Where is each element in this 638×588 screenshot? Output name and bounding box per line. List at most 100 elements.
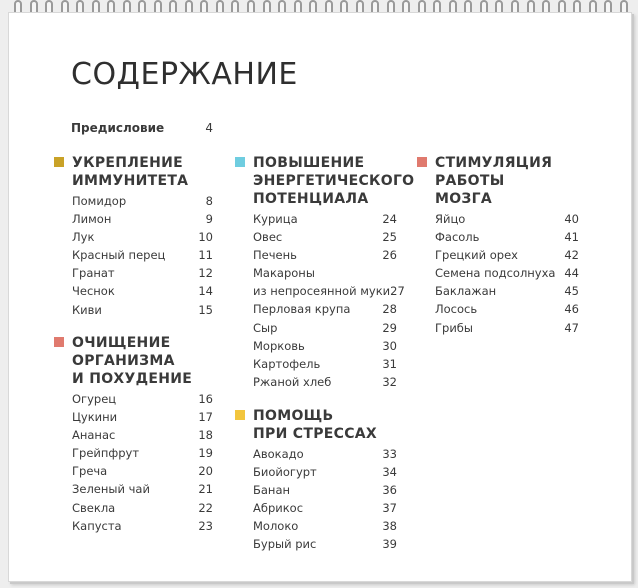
toc-entry[interactable]: Лук 10 [72, 228, 213, 246]
entry-page-number: 30 [382, 338, 397, 353]
toc-entry[interactable]: Курица 24 [253, 210, 397, 228]
toc-entry[interactable]: Грибы 47 [435, 319, 579, 337]
toc-entry[interactable]: Овес 25 [253, 228, 397, 246]
entry-page-number: 9 [205, 212, 213, 227]
entry-label: Семена подсолнуха [435, 266, 556, 281]
toc-entry[interactable]: Печень 26 [253, 246, 397, 264]
entry-page-number: 45 [564, 284, 579, 299]
section-title: СТИМУЛЯЦИЯ РАБОТЫ МОЗГА [435, 155, 553, 207]
entry-page-number: 33 [382, 447, 397, 461]
section-cleansing: ОЧИЩЕНИЕ ОРГАНИЗМА И ПОХУДЕНИЕ Огурец 16 Ц… [54, 334, 213, 535]
toc-entry[interactable]: Абрикос 37 [253, 499, 397, 517]
section-title: ПОМОЩЬ ПРИ СТРЕССАХ [253, 408, 377, 442]
toc-entry[interactable]: Красный перец 11 [72, 246, 213, 264]
entry-label: Лосось [435, 302, 478, 317]
toc-entry[interactable]: Морковь 30 [253, 337, 397, 355]
entry-label: Овес [253, 230, 283, 245]
toc-entry[interactable]: Грейпфрут 19 [72, 444, 213, 462]
toc-entry[interactable]: Ржаной хлеб 32 [253, 373, 397, 391]
color-square-icon [417, 157, 427, 167]
entry-page-number: 10 [198, 230, 213, 245]
entry-label: Грейпфрут [72, 446, 140, 461]
entry-page-number: 18 [198, 428, 213, 443]
entry-page-number: 23 [198, 518, 213, 533]
entry-label: Баклажан [435, 284, 497, 299]
toc-entry[interactable]: Лимон 9 [72, 210, 213, 228]
entry-label: Ржаной хлеб [253, 374, 332, 389]
entry-page-number: 44 [564, 266, 579, 281]
toc-entry[interactable]: из непросеянной муки 27 [253, 282, 405, 300]
entry-page-number: 24 [382, 212, 397, 226]
toc-entry[interactable]: Огурец 16 [72, 390, 213, 408]
toc-entry[interactable]: Бурый рис 39 [253, 535, 397, 553]
contents-page: СОДЕРЖАНИЕ Предисловие 4 УКРЕПЛЕНИЕ ИММУ… [8, 12, 632, 582]
entry-label: Красный перец [72, 248, 166, 263]
entry-page-number: 41 [564, 230, 579, 245]
toc-entry[interactable]: Свекла 22 [72, 499, 213, 517]
section-stress: ПОМОЩЬ ПРИ СТРЕССАХ Авокадо 33 Биойогурт 34… [235, 407, 397, 554]
entry-label: Зеленый чай [72, 482, 150, 497]
toc-entry[interactable]: Киви 15 [72, 301, 213, 319]
entry-page-number: 20 [198, 464, 213, 479]
toc-entry[interactable]: Лосось 46 [435, 300, 579, 318]
toc-entry[interactable]: Фасоль 41 [435, 228, 579, 246]
entry-label: Киви [72, 302, 102, 317]
entry-label: Цукини [72, 410, 118, 425]
section-brain: СТИМУЛЯЦИЯ РАБОТЫ МОЗГА Яйцо 40 Фасоль 41 Гр… [417, 154, 579, 337]
toc-entry[interactable]: Грецкий орех 42 [435, 246, 579, 264]
entry-label: Греча [72, 464, 108, 479]
toc-entry[interactable]: Чеснок 14 [72, 282, 213, 300]
toc-entry[interactable]: Перловая крупа 28 [253, 300, 397, 318]
entry-page-number: 15 [198, 302, 213, 317]
toc-entry[interactable]: Капуста 23 [72, 517, 213, 535]
toc-entry[interactable]: Цукини 17 [72, 408, 213, 426]
entry-page-number: 39 [382, 537, 397, 552]
entry-list: Огурец 16 Цукини 17 Ананас 18 Грейпфрут 19 Греча… [54, 390, 213, 535]
entry-page-number: 46 [564, 302, 579, 317]
toc-entry[interactable]: Зеленый чай 21 [72, 480, 213, 498]
entry-page-number: 38 [382, 519, 397, 534]
toc-entry[interactable]: Гранат 12 [72, 264, 213, 282]
toc-entry[interactable]: Помидор 8 [72, 192, 213, 210]
entry-page-number: 25 [382, 230, 397, 245]
entry-label: Авокадо [253, 447, 304, 461]
toc-entry[interactable]: Биойогурт 34 [253, 463, 397, 481]
section-energy: ПОВЫШЕНИЕ ЭНЕРГЕТИЧЕСКОГО ПОТЕНЦИАЛА Кур… [235, 154, 414, 391]
toc-entry[interactable]: Сыр 29 [253, 319, 397, 337]
entry-label: Огурец [72, 392, 117, 406]
entry-label: Грецкий орех [435, 248, 518, 263]
section-heading: СТИМУЛЯЦИЯ РАБОТЫ МОЗГА [417, 154, 579, 208]
entry-page-number: 28 [382, 302, 397, 317]
toc-entry[interactable]: Макароны [253, 264, 397, 282]
entry-page-number: 40 [564, 212, 579, 226]
section-heading: ОЧИЩЕНИЕ ОРГАНИЗМА И ПОХУДЕНИЕ [54, 334, 213, 388]
toc-entry[interactable]: Греча 20 [72, 462, 213, 480]
entry-label: Биойогурт [253, 465, 317, 480]
entry-list: Яйцо 40 Фасоль 41 Грецкий орех 42 Семена подсо… [417, 210, 579, 337]
entry-page-number: 19 [198, 446, 213, 461]
entry-label: Макароны [253, 266, 315, 281]
toc-entry[interactable]: Авокадо 33 [253, 445, 397, 463]
toc-entry[interactable]: Семена подсолнуха 44 [435, 264, 579, 282]
entry-label: из непросеянной муки [253, 284, 391, 299]
toc-entry[interactable]: Молоко 38 [253, 517, 397, 535]
preface-entry[interactable]: Предисловие 4 [71, 121, 213, 135]
entry-page-number: 32 [382, 374, 397, 389]
toc-entry[interactable]: Баклажан 45 [435, 282, 579, 300]
toc-entry[interactable]: Ананас 18 [72, 426, 213, 444]
color-square-icon [54, 337, 64, 347]
entry-page-number: 17 [198, 410, 213, 425]
toc-entry[interactable]: Банан 36 [253, 481, 397, 499]
entry-label: Чеснок [72, 284, 115, 299]
color-square-icon [235, 410, 245, 420]
section-heading: УКРЕПЛЕНИЕ ИММУНИТЕТА [54, 154, 213, 190]
toc-entry[interactable]: Картофель 31 [253, 355, 397, 373]
entry-label: Курица [253, 212, 298, 226]
toc-entry[interactable]: Яйцо 40 [435, 210, 579, 228]
entry-label: Морковь [253, 338, 305, 353]
entry-page-number: 11 [198, 248, 213, 263]
section-immunity: УКРЕПЛЕНИЕ ИММУНИТЕТА Помидор 8 Лимон 9 Лук 1… [54, 154, 213, 319]
entry-page-number: 21 [198, 482, 213, 497]
entry-label: Лук [72, 230, 95, 245]
preface-label: Предисловие [71, 121, 165, 135]
